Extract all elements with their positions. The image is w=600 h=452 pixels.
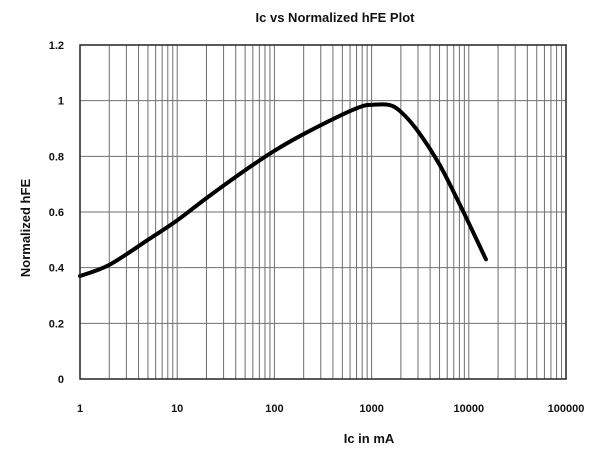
x-tick-label: 10000 [454,403,485,415]
y-tick-label: 0.8 [49,151,64,163]
y-axis-label: Normalized hFE [18,179,33,278]
x-tick-label: 1000 [359,403,383,415]
series-line [78,102,488,279]
y-tick-label: 0.4 [49,263,65,275]
x-tick-label: 1 [77,403,83,415]
series-layer [78,102,488,279]
x-tick-label: 100000 [548,403,585,415]
tick-labels: 1 10 100 1000 10000 100000 0 0.2 0.4 0.6 0.8 1 1.2 [49,40,585,415]
y-tick-label: 0.6 [49,207,64,219]
y-tick-label: 1.2 [49,40,64,52]
y-tick-label: 0 [58,374,64,386]
x-tick-label: 10 [171,403,183,415]
y-tick-label: 0.2 [49,318,64,330]
chart-title: Ic vs Normalized hFE Plot [256,10,416,25]
x-axis-label: Ic in mA [344,431,395,446]
grid [80,44,566,379]
y-tick-label: 1 [58,96,64,108]
plot-frame [79,44,567,380]
x-tick-label: 100 [265,403,283,415]
